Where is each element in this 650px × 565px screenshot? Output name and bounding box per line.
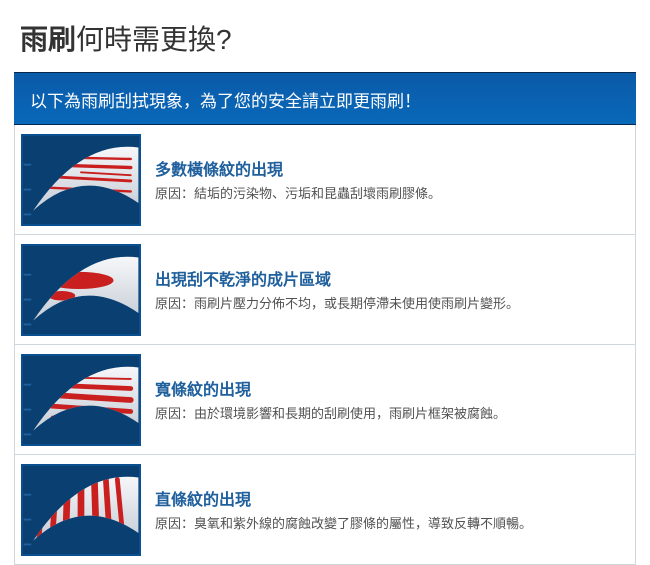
symptom-list: 多數橫條紋的出現 原因：結垢的污染物、污垢和昆蟲刮壞雨刷膠條。 出現刮不乾淨的成… [14, 125, 636, 565]
page-title-rest: 何時需更換? [76, 24, 232, 55]
symptom-title: 直條紋的出現 [155, 486, 623, 510]
symptom-row: 寬條紋的出現 原因：由於環境影響和長期的刮刷使用，雨刷片框架被腐蝕。 [15, 345, 635, 455]
symptom-row: 直條紋的出現 原因：臭氧和紫外線的腐蝕改變了膠條的屬性，導致反轉不順暢。 [15, 455, 635, 565]
symptom-text: 寬條紋的出現 原因：由於環境影響和長期的刮刷使用，雨刷片框架被腐蝕。 [155, 376, 629, 424]
symptom-desc: 原因：雨刷片壓力分佈不均，或長期停滯未使用使雨刷片變形。 [155, 294, 623, 314]
symptom-illustration-icon [21, 244, 141, 336]
page-title-bold: 雨刷 [20, 24, 76, 55]
symptom-title: 出現刮不乾淨的成片區域 [155, 266, 623, 290]
page-title: 雨刷何時需更換? [0, 0, 650, 72]
symptom-desc: 原因：由於環境影響和長期的刮刷使用，雨刷片框架被腐蝕。 [155, 404, 623, 424]
symptom-title: 寬條紋的出現 [155, 376, 623, 400]
warning-banner: 以下為雨刷刮拭現象，為了您的安全請立即更雨刷！ [14, 72, 636, 125]
symptom-illustration-icon [21, 134, 141, 226]
symptom-row: 多數橫條紋的出現 原因：結垢的污染物、污垢和昆蟲刮壞雨刷膠條。 [15, 125, 635, 235]
warning-banner-text: 以下為雨刷刮拭現象，為了您的安全請立即更雨刷！ [30, 87, 620, 112]
symptom-illustration-icon [21, 354, 141, 446]
symptom-desc: 原因：臭氧和紫外線的腐蝕改變了膠條的屬性，導致反轉不順暢。 [155, 514, 623, 534]
symptom-row: 出現刮不乾淨的成片區域 原因：雨刷片壓力分佈不均，或長期停滯未使用使雨刷片變形。 [15, 235, 635, 345]
symptom-desc: 原因：結垢的污染物、污垢和昆蟲刮壞雨刷膠條。 [155, 184, 623, 204]
symptom-text: 直條紋的出現 原因：臭氧和紫外線的腐蝕改變了膠條的屬性，導致反轉不順暢。 [155, 486, 629, 534]
symptom-text: 出現刮不乾淨的成片區域 原因：雨刷片壓力分佈不均，或長期停滯未使用使雨刷片變形。 [155, 266, 629, 314]
symptom-title: 多數橫條紋的出現 [155, 156, 623, 180]
symptom-text: 多數橫條紋的出現 原因：結垢的污染物、污垢和昆蟲刮壞雨刷膠條。 [155, 156, 629, 204]
symptom-illustration-icon [21, 464, 141, 556]
